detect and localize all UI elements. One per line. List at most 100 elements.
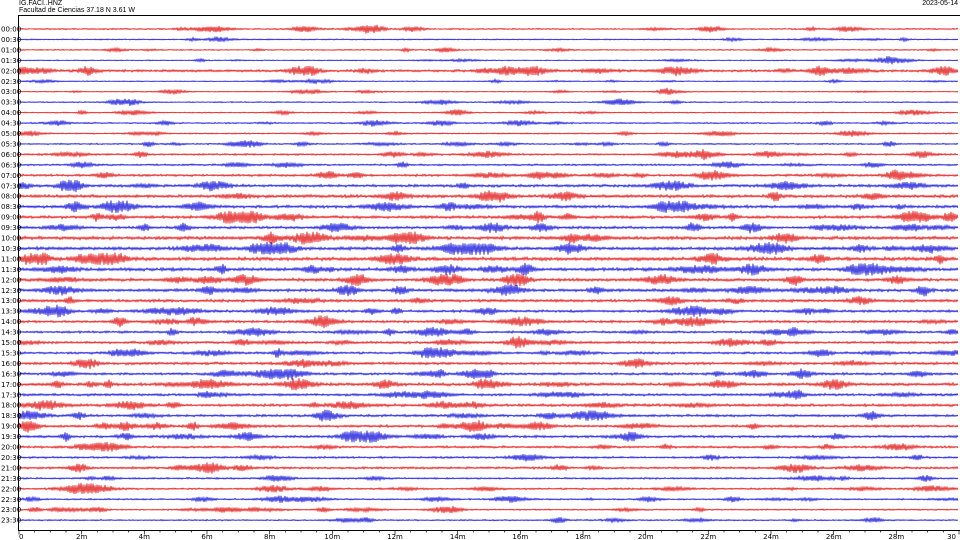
row-time-label: 04:00 [1, 109, 21, 117]
x-tick-label: 18m [575, 533, 591, 540]
row-time-label: 11:30 [1, 266, 21, 274]
row-time-label: 17:30 [1, 391, 21, 399]
x-tick-label: 4m [139, 533, 150, 540]
seismic-trace [18, 336, 959, 349]
row-time-label: 10:00 [1, 235, 21, 243]
x-tick-label: 28m [888, 533, 904, 540]
seismic-trace [18, 252, 959, 266]
seismic-trace [18, 200, 959, 214]
row-time-label: 19:00 [1, 423, 21, 431]
seismic-trace [18, 179, 959, 193]
x-tick-label: 2m [76, 533, 87, 540]
seismic-trace [18, 148, 959, 161]
seismic-trace [18, 56, 959, 65]
x-tick-label: 14m [450, 533, 466, 540]
seismic-trace [18, 474, 959, 482]
row-time-label: 06:00 [1, 151, 21, 159]
row-time-label: 07:00 [1, 172, 21, 180]
x-tick-label: 26m [826, 533, 842, 540]
x-tick-label: 8m [264, 533, 275, 540]
seismic-trace [18, 161, 959, 169]
seismic-trace [18, 169, 959, 181]
x-tick-label: 16m [512, 533, 528, 540]
seismic-trace [18, 65, 959, 77]
row-time-label: 18:00 [1, 402, 21, 410]
seismic-trace [18, 462, 959, 474]
seismic-trace [18, 24, 959, 34]
row-time-label: 15:30 [1, 349, 21, 357]
seismic-trace [18, 222, 959, 234]
row-time-label: 08:00 [1, 193, 21, 201]
row-time-label: 12:30 [1, 287, 21, 295]
row-time-label: 21:30 [1, 475, 21, 483]
seismic-trace [18, 77, 959, 85]
seismic-trace [18, 283, 959, 297]
row-time-label: 03:30 [1, 99, 21, 107]
station-code: IG.FACI..HNZ [19, 0, 63, 7]
row-time-label: 22:00 [1, 485, 21, 493]
seismic-trace [18, 400, 959, 411]
seismic-trace [18, 295, 959, 306]
row-time-label: 23:30 [1, 517, 21, 525]
row-time-label: 14:30 [1, 329, 21, 337]
seismic-trace [18, 231, 959, 245]
row-time-label: 00:30 [1, 36, 21, 44]
seismic-trace [18, 368, 959, 380]
row-time-label: 20:30 [1, 454, 21, 462]
x-tick-label: 22m [700, 533, 716, 540]
x-tick-label: 30 [947, 533, 956, 540]
row-time-label: 16:00 [1, 360, 21, 368]
seismic-trace [18, 190, 959, 203]
seismic-trace [18, 516, 959, 524]
row-time-label: 04:30 [1, 120, 21, 128]
seismic-trace [18, 326, 959, 337]
trace-group [18, 24, 959, 524]
row-time-label: 03:00 [1, 88, 21, 96]
row-time-label: 21:00 [1, 464, 21, 472]
seismic-trace [18, 505, 959, 514]
row-time-label: 01:00 [1, 46, 21, 54]
x-axis-group: 0 2m 4m 6m 8m 10m 12m 14m 16m 18m 20m 22m 24m 26m 28m 3… [18, 530, 960, 540]
station-description: Facultad de Ciencias 37.18 N 3.61 W [19, 7, 135, 14]
seismic-trace [18, 119, 959, 127]
seismic-trace [18, 453, 959, 462]
x-tick-label: 6m [201, 533, 212, 540]
row-time-label: 14:00 [1, 318, 21, 326]
seismic-trace [18, 262, 959, 276]
x-tick-label: 0 [19, 533, 23, 540]
seismic-trace [18, 358, 959, 370]
seismic-trace [18, 46, 959, 54]
seismic-trace [18, 130, 959, 138]
row-time-label: 23:00 [1, 506, 21, 514]
seismic-trace [18, 441, 959, 452]
row-time-label: 01:30 [1, 57, 21, 65]
seismic-trace [18, 420, 959, 433]
row-time-label: 15:00 [1, 339, 21, 347]
row-time-label: 18:30 [1, 412, 21, 420]
row-time-label: 06:30 [1, 161, 21, 169]
seismic-trace [18, 430, 959, 443]
row-time-label: 11:00 [1, 255, 21, 263]
row-time-label: 00:00 [1, 26, 21, 34]
row-time-label: 22:30 [1, 496, 21, 504]
seismic-trace [18, 409, 959, 422]
record-date: 2023-05-14 [922, 0, 958, 7]
row-time-label: 05:00 [1, 130, 21, 138]
row-time-label: 20:00 [1, 444, 21, 452]
seismic-trace [18, 377, 959, 391]
row-time-label: 02:30 [1, 78, 21, 86]
seismic-trace [18, 140, 959, 148]
seismic-trace [18, 273, 959, 287]
seismic-trace [18, 35, 959, 43]
x-tick-label: 12m [387, 533, 403, 540]
seismic-trace [18, 98, 959, 107]
row-time-label: 19:30 [1, 433, 21, 441]
row-time-label: 17:00 [1, 381, 21, 389]
row-time-label: 10:30 [1, 245, 21, 253]
row-time-label: 13:00 [1, 297, 21, 305]
seismic-trace [18, 210, 959, 224]
seismic-trace [18, 389, 959, 400]
row-time-label: 12:00 [1, 276, 21, 284]
seismic-trace [18, 495, 959, 503]
